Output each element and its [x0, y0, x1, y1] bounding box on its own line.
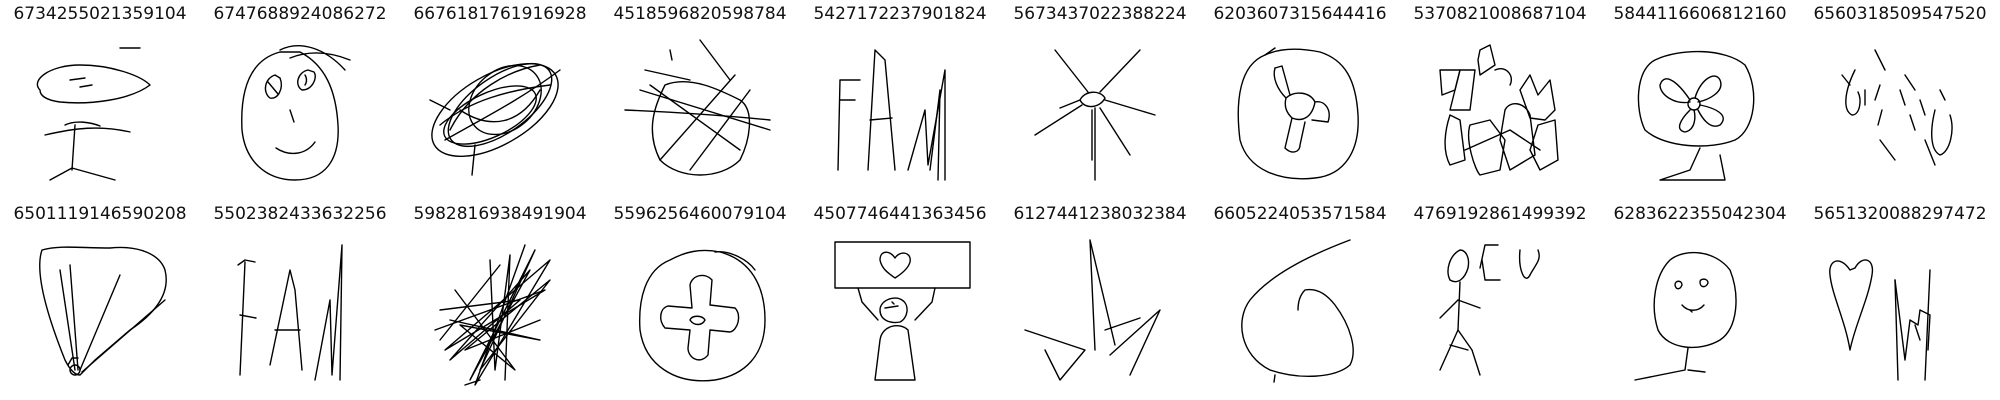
sketch-drawing	[1241, 239, 1354, 383]
sketch-cell: 5596256460079104	[600, 200, 800, 390]
sketch-cell: 6734255021359104	[0, 0, 200, 190]
sketch-cell: 5673437022388224	[1000, 0, 1200, 190]
sketch-drawing	[241, 45, 351, 181]
sketch-id-label: 6605224053571584	[1213, 204, 1387, 224]
sketch-cell: 4518596820598784	[600, 0, 800, 190]
sketch-id-label: 6560318509547520	[1813, 4, 1987, 24]
sketch-id-label: 6747688924086272	[213, 4, 387, 24]
sketch-id-label: 5844116606812160	[1613, 4, 1787, 24]
sketch-id-label: 6127441238032384	[1013, 204, 1187, 224]
sketch-cell: 6560318509547520	[1800, 0, 2000, 190]
sketch-cell: 6501119146590208 6747688924086272	[200, 0, 400, 190]
sketch-cell: 6127441238032384	[1000, 200, 1200, 390]
sketch-cell: 6203607315644416	[1200, 0, 1400, 190]
sketch-drawing	[1634, 251, 1737, 381]
sketch-drawing	[1637, 50, 1755, 181]
sketch-cell: 5502382433632256	[200, 200, 400, 390]
sketch-id-label: 6501119146590208	[13, 204, 187, 224]
sketch-drawing	[624, 39, 771, 176]
sketch-id-label: 5982816938491904	[413, 204, 587, 224]
sketch-drawing	[1439, 244, 1540, 376]
sketch-id-label: 5673437022388224	[1013, 4, 1187, 24]
sketch-id-label: 5651320088297472	[1813, 204, 1987, 224]
sketch-drawing	[1237, 47, 1359, 180]
sketch-drawing	[36, 47, 151, 181]
sketch-cell: 5982816938491904	[400, 200, 600, 390]
sketch-cell: 6676181761916928	[400, 0, 600, 190]
sketch-id-label: 4769192861499392	[1413, 204, 1587, 224]
sketch-drawing	[1829, 259, 1931, 381]
sketch-drawing	[638, 249, 766, 382]
sketch-id-label: 6203607315644416	[1213, 4, 1387, 24]
sketch-cell: 6501119146590208	[0, 200, 200, 390]
sketch-cell: 5651320088297472	[1800, 200, 2000, 390]
sketch-cell: 5427172237901824	[800, 0, 1000, 190]
sketch-cell: 4507746441363456	[800, 200, 1000, 390]
sketch-drawing	[434, 244, 551, 386]
sketch-id-label: 6283622355042304	[1613, 204, 1787, 224]
sketch-drawing	[1439, 44, 1559, 176]
sketch-drawing	[237, 244, 343, 381]
sketch-cell: 6605224053571584	[1200, 200, 1400, 390]
sketch-drawing	[429, 62, 561, 176]
sketch-cell: 4769192861499392	[1400, 200, 1600, 390]
sketch-id-label: 4518596820598784	[613, 4, 787, 24]
sketch-cell: 5844116606812160	[1600, 0, 1800, 190]
sketch-id-label: 6676181761916928	[413, 4, 587, 24]
sketch-drawing	[1841, 49, 1953, 166]
sketch-drawing	[1034, 49, 1156, 181]
sketch-id-label: 5370821008687104	[1413, 4, 1587, 24]
sketch-id-label: 6734255021359104	[13, 4, 187, 24]
sketch-id-label: 5502382433632256	[213, 204, 387, 224]
sketch-drawing	[837, 49, 946, 181]
sketch-id-label: 5427172237901824	[813, 4, 987, 24]
sketch-cell: 6283622355042304	[1600, 200, 1800, 390]
sketch-drawing	[1024, 239, 1161, 381]
sketch-drawing	[39, 246, 167, 376]
sketch-drawing	[834, 241, 971, 381]
sketch-cell: 5370821008687104	[1400, 0, 1600, 190]
sketch-id-label: 5596256460079104	[613, 204, 787, 224]
sketch-id-label: 4507746441363456	[813, 204, 987, 224]
